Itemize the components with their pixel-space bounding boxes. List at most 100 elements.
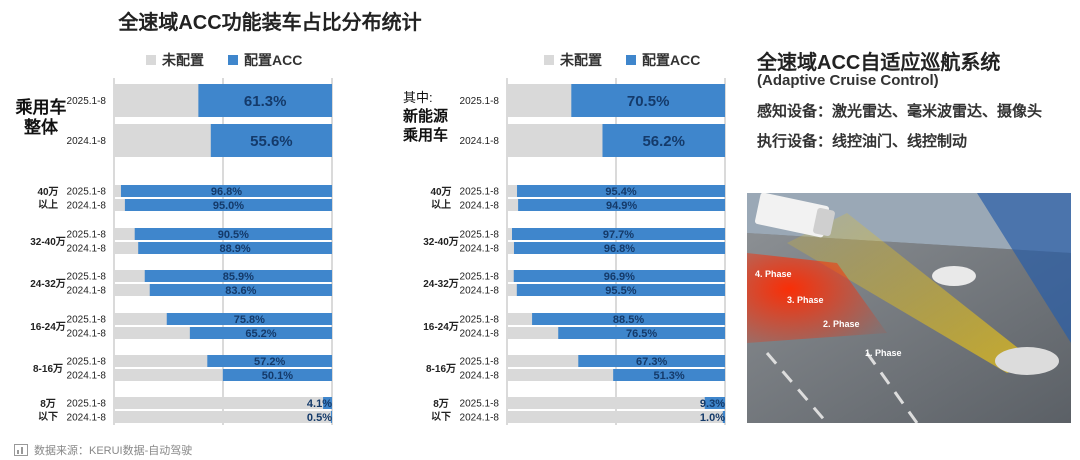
segment-label: 以上 <box>431 198 451 211</box>
segment-label: 40万 <box>430 186 451 198</box>
bar-value-label: 55.6% <box>250 133 293 150</box>
bar-value-label: 61.3% <box>244 93 287 110</box>
bar-value-label: 85.9% <box>223 271 254 283</box>
bar-equipped <box>516 284 725 296</box>
bar-value-label: 95.0% <box>213 200 244 212</box>
bar-equipped <box>330 411 332 423</box>
segment-label: 以下 <box>431 411 451 423</box>
bar-value-label: 95.4% <box>605 186 636 198</box>
legend-equipped-swatch <box>626 55 636 65</box>
bar-period-label: 2024.1-8 <box>67 136 107 147</box>
bar-value-label: 88.5% <box>613 314 644 326</box>
data-source: 数据来源：KERUI数据-自动驾驶 <box>14 442 192 458</box>
bar-period-label: 2025.1-8 <box>67 230 107 241</box>
segment-label: 24-32万 <box>30 278 66 290</box>
bar-equipped <box>198 84 332 117</box>
bar-period-label: 2024.1-8 <box>67 413 107 424</box>
bar-equipped <box>532 313 725 325</box>
bar-period-label: 2024.1-8 <box>460 371 500 382</box>
legend-right: 未配置 配置ACC <box>544 50 700 70</box>
bar-value-label: 96.8% <box>211 186 242 198</box>
phase-label: 3. Phase <box>787 295 824 305</box>
segment-label: 8-16万 <box>426 363 456 375</box>
panel-label-line: 乘用车 <box>15 98 67 117</box>
bar-equipped <box>517 185 725 197</box>
bar-equipped <box>578 355 725 367</box>
segment-label: 16-24万 <box>423 321 459 333</box>
bar-equipped <box>144 270 332 282</box>
data-source-text: 数据来源：KERUI数据-自动驾驶 <box>34 445 193 457</box>
panel-label-line: 乘用车 <box>403 127 449 144</box>
bar-period-label: 2024.1-8 <box>460 329 500 340</box>
bar-period-label: 2025.1-8 <box>67 357 107 368</box>
phase-label: 2. Phase <box>823 319 860 329</box>
panel-label-overall: 乘用车 整体 <box>4 98 78 138</box>
legend-unequipped-swatch <box>544 55 554 65</box>
chart-source-icon <box>14 444 28 456</box>
acc-sensors-line: 感知设备：激光雷达、毫米波雷达、摄像头 <box>757 103 1043 120</box>
segment-label: 24-32万 <box>423 278 459 290</box>
bar-equipped <box>513 270 725 282</box>
bar-value-label: 90.5% <box>218 229 249 241</box>
bar-period-label: 2024.1-8 <box>460 286 500 297</box>
bar-value-label: 1.0% <box>700 412 725 424</box>
bar-period-label: 2024.1-8 <box>460 413 500 424</box>
bar-unequipped <box>114 411 332 423</box>
acc-actuators-line: 执行设备：线控油门、线控制动 <box>757 133 968 150</box>
bar-unequipped <box>114 397 332 409</box>
bar-period-label: 2025.1-8 <box>67 315 107 326</box>
bar-value-label: 70.5% <box>627 93 670 110</box>
bar-equipped <box>166 313 332 325</box>
bar-equipped <box>518 199 725 211</box>
bar-period-label: 2025.1-8 <box>67 187 107 198</box>
bar-equipped <box>222 369 332 381</box>
panel-label-line: 其中: <box>403 90 433 105</box>
segment-label: 8万 <box>433 398 449 410</box>
bar-equipped <box>602 124 725 157</box>
bar-equipped <box>722 411 725 423</box>
bar-value-label: 76.5% <box>626 328 657 340</box>
segment-label: 16-24万 <box>30 321 66 333</box>
legend-unequipped-swatch <box>146 55 156 65</box>
bar-value-label: 96.9% <box>604 271 635 283</box>
panel-label-line: 整体 <box>24 118 58 137</box>
bar-period-label: 2025.1-8 <box>67 272 107 283</box>
bar-equipped <box>189 327 332 339</box>
phase-label: 4. Phase <box>755 269 792 279</box>
bar-period-label: 2025.1-8 <box>460 272 500 283</box>
legend-equipped-label: 配置ACC <box>244 52 303 68</box>
bar-unequipped <box>507 397 725 409</box>
bar-value-label: 95.5% <box>605 285 636 297</box>
bar-equipped <box>138 242 332 254</box>
segment-label: 32-40万 <box>30 236 66 248</box>
bar-value-label: 83.6% <box>225 285 256 297</box>
segment-label: 8-16万 <box>33 363 63 375</box>
bar-equipped <box>512 228 725 240</box>
segment-label: 32-40万 <box>423 236 459 248</box>
legend-unequipped-label: 未配置 <box>560 52 602 68</box>
bar-equipped <box>558 327 725 339</box>
bar-period-label: 2025.1-8 <box>460 230 500 241</box>
bar-period-label: 2025.1-8 <box>460 357 500 368</box>
bar-period-label: 2024.1-8 <box>67 201 107 212</box>
bar-period-label: 2025.1-8 <box>460 315 500 326</box>
bar-equipped <box>513 242 725 254</box>
bar-period-label: 2024.1-8 <box>460 136 500 147</box>
bar-period-label: 2025.1-8 <box>460 96 500 107</box>
segment-label: 以下 <box>38 411 58 423</box>
bar-unequipped <box>507 411 725 423</box>
phase-label: 1. Phase <box>865 348 902 358</box>
bar-period-label: 2024.1-8 <box>67 286 107 297</box>
bar-period-label: 2024.1-8 <box>67 371 107 382</box>
bar-value-label: 97.7% <box>603 229 634 241</box>
segment-label: 以上 <box>38 198 58 211</box>
bar-value-label: 65.2% <box>245 328 276 340</box>
bar-value-label: 50.1% <box>262 370 293 382</box>
bar-equipped <box>134 228 332 240</box>
bar-value-label: 75.8% <box>234 314 265 326</box>
acc-info-title: 全速域ACC自适应巡航系统 <box>757 52 1001 74</box>
bar-value-label: 56.2% <box>642 133 685 150</box>
bar-value-label: 94.9% <box>606 200 637 212</box>
bar-value-label: 0.5% <box>307 412 332 424</box>
bar-value-label: 96.8% <box>604 243 635 255</box>
